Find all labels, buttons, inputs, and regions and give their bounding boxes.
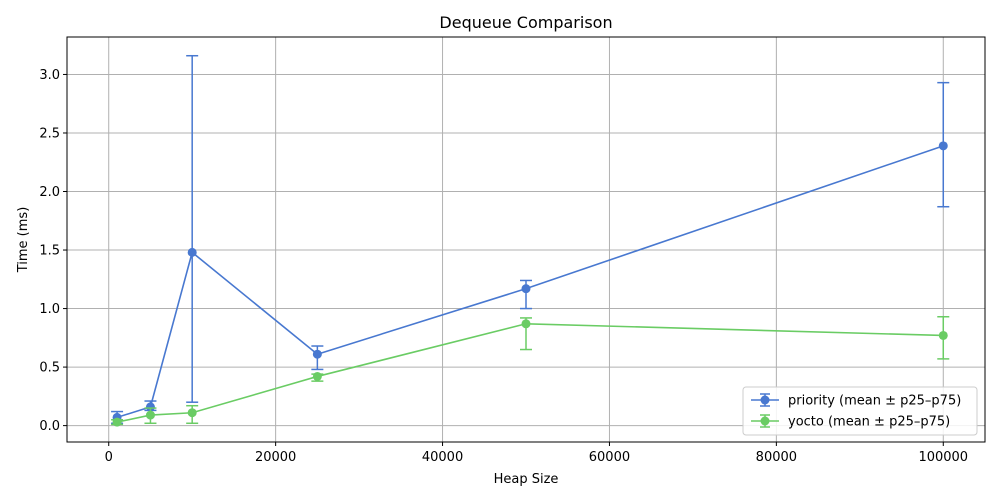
y-tick-label: 0.0 [39,419,60,434]
data-point [145,410,155,420]
legend-box [742,386,978,436]
x-tick-label: 20000 [255,450,296,465]
legend: priority (mean ± p25–p75) yocto (mean ± p… [742,386,978,436]
legend-marker [760,395,770,405]
data-point [187,247,197,257]
x-tick-label: 40000 [422,450,463,465]
data-point [938,141,948,151]
legend-label: yocto (mean ± p25–p75) [788,415,950,430]
data-point [521,319,531,329]
x-tick-label: 0 [105,450,113,465]
x-tick-label: 100000 [918,450,968,465]
data-point [312,371,322,381]
y-tick-label: 3.0 [39,68,60,83]
chart-title: Dequeue Comparison [439,13,612,32]
series-layer [111,54,950,427]
data-point [112,417,122,427]
y-tick-label: 2.0 [39,185,60,200]
legend-item-0: priority (mean ± p25–p75) [751,393,961,409]
y-tick-label: 0.5 [39,361,60,376]
legend-marker [760,416,770,426]
legend-item-1: yocto (mean ± p25–p75) [751,414,950,430]
data-point [938,330,948,340]
x-tick-label: 80000 [756,450,797,465]
series-1 [111,316,950,427]
data-point [145,402,155,412]
legend-label: priority (mean ± p25–p75) [788,394,961,409]
ticks: 0 20000 40000 60000 80000 100000 0.0 0.5 1.0 1.5 2… [39,68,968,465]
data-point [312,349,322,359]
y-tick-label: 1.5 [39,244,60,259]
data-point [187,408,197,418]
x-axis-title: Heap Size [494,472,559,487]
plot-frame [66,36,986,443]
y-axis-title: Time (ms) [16,207,31,274]
y-tick-label: 2.5 [39,126,60,141]
x-tick-label: 60000 [589,450,630,465]
series-0 [111,54,950,425]
data-point [521,284,531,294]
y-tick-label: 1.0 [39,302,60,317]
series-line [116,322,944,423]
